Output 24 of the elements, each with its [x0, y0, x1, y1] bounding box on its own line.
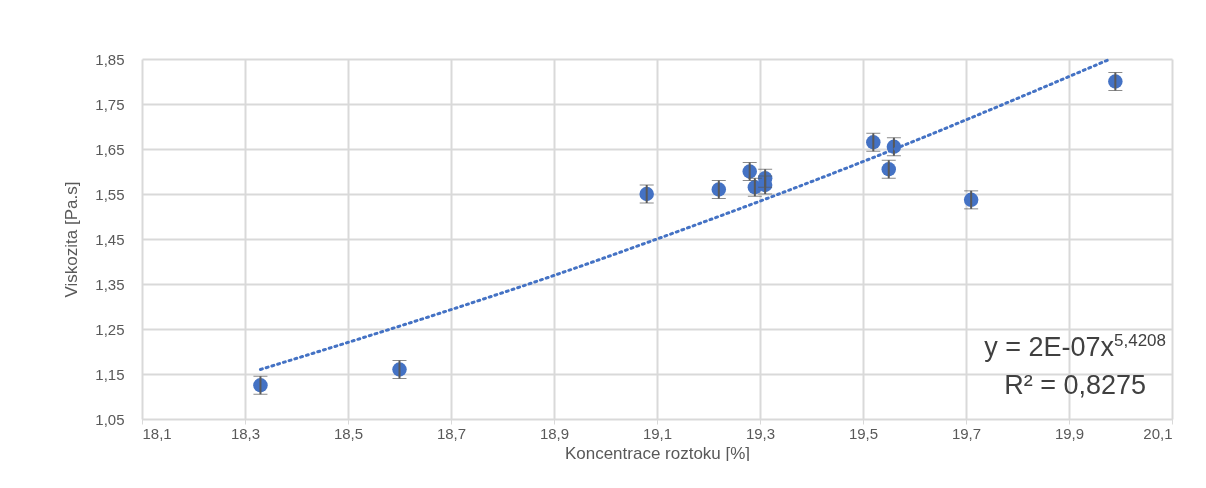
y-tick-label: 1,45: [95, 230, 125, 248]
y-tick-label: 1,35: [95, 275, 125, 293]
y-tick-label: 1,15: [95, 365, 125, 383]
x-tick-label: 19,3: [745, 424, 776, 442]
y-tick-label: 1,65: [95, 140, 125, 158]
x-tick-label: 19,7: [951, 424, 982, 442]
x-tick-label: 18,1: [142, 424, 172, 442]
y-tick-label: 1,85: [95, 50, 125, 68]
x-tick-label: 18,9: [539, 424, 570, 442]
y-tick-label: 1,75: [95, 95, 125, 113]
annotation: R² = 0,8275: [1003, 369, 1147, 402]
x-tick-label: 18,7: [436, 424, 467, 442]
x-tick-label: 19,1: [642, 424, 673, 442]
x-tick-label: 19,9: [1054, 424, 1085, 442]
line-series: [258, 57, 1112, 371]
annotation: y = 2E-07x$^{5,4208}$: [984, 330, 1166, 364]
y-axis-title: Viskozita [Pa.s]: [62, 181, 82, 298]
x-tick-label: 20,1: [1143, 424, 1173, 442]
x-tick-label: 18,3: [230, 424, 261, 442]
x-tick-label: 18,5: [333, 424, 364, 442]
y-tick-label: 1,05: [95, 410, 125, 428]
y-tick-label: 1,55: [95, 185, 125, 203]
y-tick-label: 1,25: [95, 320, 125, 338]
x-tick-label: 19,5: [848, 424, 879, 442]
